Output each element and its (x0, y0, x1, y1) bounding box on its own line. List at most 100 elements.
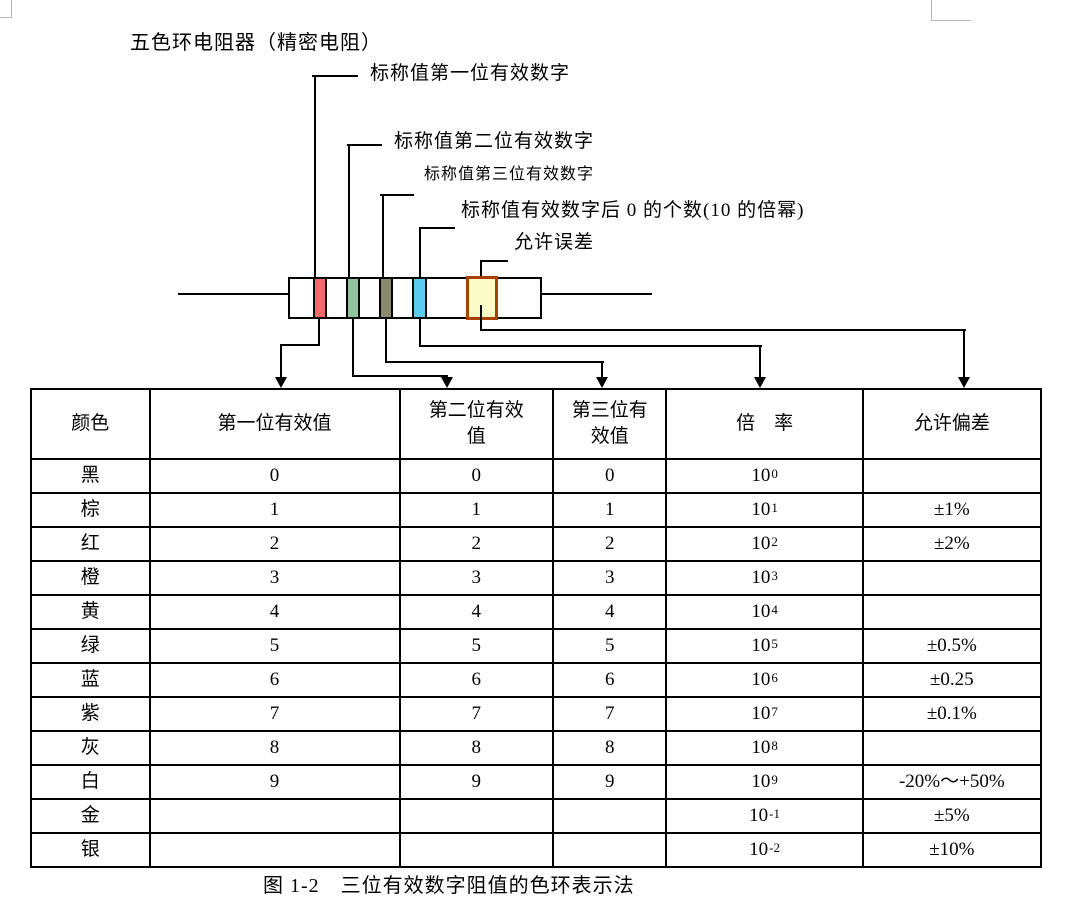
cell-d1 (148, 798, 399, 832)
cell-d1: 8 (148, 730, 399, 764)
color-code-table: 颜色 第一位有效值 第二位有效值 第三位有 效值 倍 率 允许偏差 黑 0 0 0… (30, 388, 1042, 868)
cell-d2: 7 (398, 696, 552, 730)
label-tolerance: 允许误差 (514, 232, 595, 253)
band2-connector-v1 (352, 319, 354, 377)
cell-d2: 0 (398, 458, 552, 492)
cell-multiplier: 10 9 (665, 764, 862, 798)
cell-d2: 1 (398, 492, 552, 526)
band3-connector-v2 (601, 361, 603, 378)
cell-color: 橙 (32, 560, 149, 594)
table-row-green: 绿 5 5 5 10 5 ±0.5% (32, 628, 1040, 662)
cell-d3: 1 (551, 492, 666, 526)
cell-tolerance: ±1% (861, 492, 1040, 526)
band4-connector-v2 (759, 345, 761, 378)
cell-d2 (398, 832, 552, 866)
cell-d1 (148, 832, 399, 866)
page-corner-mark-top-right-v (931, 0, 932, 21)
cell-d2: 2 (398, 526, 552, 560)
band4-connector-h (419, 345, 762, 347)
cell-d3: 7 (551, 696, 666, 730)
band4-connector-v1 (419, 319, 421, 347)
first-digit-band (313, 277, 327, 319)
cell-multiplier: 10 8 (665, 730, 862, 764)
table-row-orange: 橙 3 3 3 10 3 (32, 560, 1040, 594)
cell-multiplier: 10 -2 (665, 832, 862, 866)
cell-color: 蓝 (32, 662, 149, 696)
cell-d3: 5 (551, 628, 666, 662)
figure-caption: 图 1-2 三位有效数字阻值的色环表示法 (263, 875, 635, 897)
cell-d2: 5 (398, 628, 552, 662)
tolerance-band (466, 276, 498, 320)
cell-tolerance (861, 730, 1040, 764)
cell-d3: 3 (551, 560, 666, 594)
cell-d2: 8 (398, 730, 552, 764)
cell-d3 (551, 832, 666, 866)
cell-d2: 6 (398, 662, 552, 696)
cell-d3: 8 (551, 730, 666, 764)
cell-tolerance: ±0.1% (861, 696, 1040, 730)
table-row-black: 黑 0 0 0 10 0 (32, 458, 1040, 492)
header-tolerance: 允许偏差 (861, 390, 1040, 458)
table-header-row: 颜色 第一位有效值 第二位有效值 第三位有 效值 倍 率 允许偏差 (32, 390, 1040, 458)
header-multiplier: 倍 率 (665, 390, 861, 458)
cell-multiplier: 10 0 (665, 458, 862, 492)
cell-d1: 1 (148, 492, 399, 526)
label-third-significant-digit: 标称值第三位有效数字 (424, 166, 595, 183)
label2-connector-h (347, 144, 382, 146)
table-row-gray: 灰 8 8 8 10 8 (32, 730, 1040, 764)
cell-d2: 3 (398, 560, 552, 594)
header-third-digit: 第三位有 效值 (551, 390, 666, 458)
cell-color: 棕 (32, 492, 149, 526)
band1-connector-v2 (280, 344, 282, 378)
cell-multiplier: 10 6 (665, 662, 862, 696)
header-color: 颜色 (71, 413, 110, 435)
cell-color: 银 (32, 832, 149, 866)
arrowhead-down-col3 (596, 377, 608, 388)
band2-connector-h (352, 375, 448, 377)
cell-d2 (398, 798, 552, 832)
band1-connector-v1 (318, 319, 320, 346)
cell-multiplier: 10 7 (665, 696, 862, 730)
resistor-lead-left (178, 293, 288, 295)
table-row-blue: 蓝 6 6 6 10 6 ±0.25 (32, 662, 1040, 696)
cell-multiplier: 10 4 (665, 594, 862, 628)
label-second-significant-digit: 标称值第二位有效数字 (394, 131, 595, 152)
cell-d3: 4 (551, 594, 666, 628)
label-first-significant-digit: 标称值第一位有效数字 (370, 63, 571, 84)
cell-multiplier: 10 1 (665, 492, 862, 526)
table-row-white: 白 9 9 9 10 9 -20%～+50% (32, 764, 1040, 798)
band5-connector-h (480, 329, 966, 331)
cell-tolerance: ±5% (861, 798, 1040, 832)
cell-tolerance: ±2% (861, 526, 1040, 560)
cell-tolerance: -20%～+50% (861, 764, 1040, 798)
cell-multiplier: 10 3 (665, 560, 862, 594)
cell-d3 (551, 798, 666, 832)
label1-connector-h (312, 75, 358, 77)
band5-connector-v1 (480, 305, 482, 331)
figure-title: 五色环电阻器（精密电阻） (130, 32, 382, 54)
header-first-digit: 第一位有效值 (148, 390, 399, 458)
cell-d1: 2 (148, 526, 399, 560)
band3-connector-v1 (385, 319, 387, 363)
table-row-brown: 棕 1 1 1 10 1 ±1% (32, 492, 1040, 526)
cell-tolerance: ±10% (861, 832, 1040, 866)
label-multiplier: 标称值有效数字后 0 的个数(10 的倍幂) (461, 200, 805, 221)
arrowhead-down-col5 (958, 377, 970, 388)
cell-color: 黄 (32, 594, 149, 628)
cell-multiplier: 10 -1 (665, 798, 862, 832)
label5-connector-h (480, 260, 508, 262)
cell-d3: 9 (551, 764, 666, 798)
band1-connector-h (280, 344, 320, 346)
table-row-gold: 金 10 -1 ±5% (32, 798, 1040, 832)
cell-d1: 5 (148, 628, 399, 662)
cell-tolerance: ±0.5% (861, 628, 1040, 662)
band5-connector-v2 (963, 329, 965, 378)
cell-d1: 4 (148, 594, 399, 628)
cell-d1: 9 (148, 764, 399, 798)
page-corner-mark-top-right-h (931, 20, 971, 21)
cell-tolerance (861, 458, 1040, 492)
label3-connector-h (380, 194, 414, 196)
table-row-silver: 银 10 -2 ±10% (32, 832, 1040, 866)
band3-connector-h (385, 361, 604, 363)
